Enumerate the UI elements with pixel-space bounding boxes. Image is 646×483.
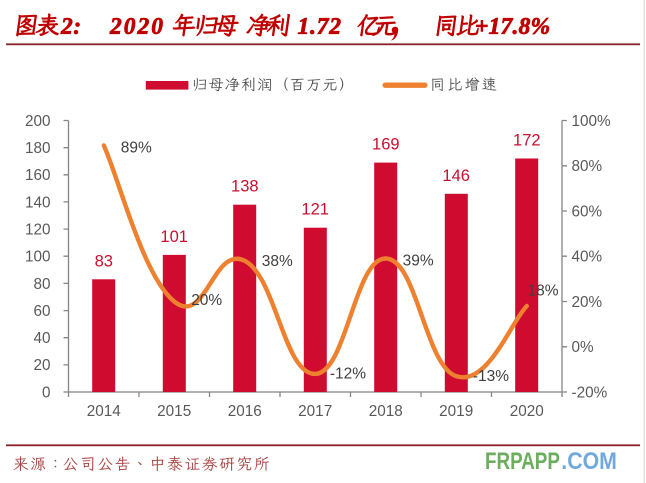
svg-text:20%: 20% (191, 292, 222, 309)
svg-text:18%: 18% (528, 283, 559, 300)
svg-text:146: 146 (442, 167, 470, 185)
svg-text:160: 160 (25, 167, 51, 184)
svg-text:80: 80 (33, 276, 50, 293)
svg-text:83: 83 (95, 252, 113, 270)
svg-text:2016: 2016 (228, 403, 262, 420)
svg-text:100: 100 (25, 249, 51, 266)
svg-text:-12%: -12% (330, 366, 366, 383)
svg-text:39%: 39% (403, 253, 434, 270)
svg-text:40%: 40% (572, 249, 603, 266)
svg-text:138: 138 (231, 178, 259, 196)
svg-text:FRPAPP: FRPAPP (485, 446, 560, 474)
svg-text:2020: 2020 (510, 403, 544, 420)
svg-text:-13%: -13% (473, 368, 509, 385)
svg-text:101: 101 (160, 228, 188, 246)
svg-text:100%: 100% (572, 113, 612, 130)
svg-text:2014: 2014 (87, 403, 122, 420)
svg-text:2019: 2019 (439, 403, 473, 420)
svg-text:.COM: .COM (561, 446, 617, 474)
svg-text:20: 20 (33, 357, 50, 374)
svg-text:172: 172 (513, 132, 541, 150)
svg-text:140: 140 (25, 194, 51, 211)
svg-text:169: 169 (372, 136, 400, 154)
svg-text:2018: 2018 (369, 403, 403, 420)
svg-text:40: 40 (33, 330, 50, 347)
svg-text:60: 60 (33, 303, 50, 320)
svg-text:38%: 38% (262, 253, 293, 270)
svg-text:121: 121 (301, 201, 329, 219)
svg-text:0: 0 (42, 384, 51, 401)
svg-text:120: 120 (25, 222, 51, 239)
svg-text:-20%: -20% (572, 384, 608, 401)
svg-text:200: 200 (25, 113, 51, 130)
svg-text:89%: 89% (121, 139, 152, 156)
svg-text:180: 180 (25, 140, 51, 157)
svg-text:0%: 0% (572, 339, 595, 356)
svg-text:20%: 20% (572, 294, 603, 311)
svg-text:60%: 60% (572, 203, 603, 220)
svg-text:2017: 2017 (298, 403, 332, 420)
svg-text:80%: 80% (572, 158, 603, 175)
svg-text:2015: 2015 (157, 403, 191, 420)
